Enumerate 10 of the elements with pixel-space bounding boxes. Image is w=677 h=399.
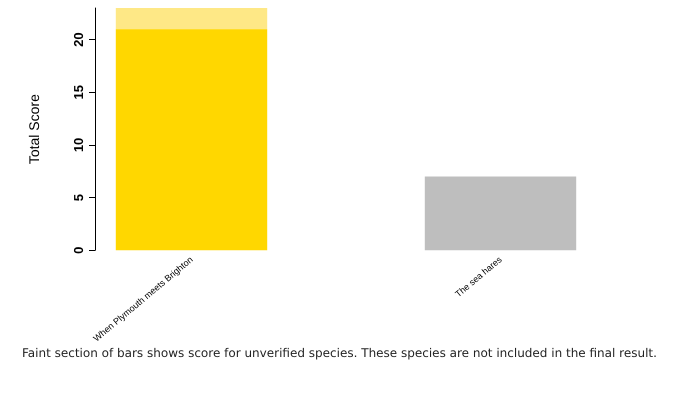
y-tick-label: 15 — [71, 85, 86, 100]
y-tick-label: 10 — [71, 138, 86, 152]
bar — [424, 176, 576, 250]
y-tick-label: 0 — [71, 246, 86, 254]
bar — [116, 29, 268, 250]
y-tick-label: 5 — [71, 194, 86, 202]
text: Faint section of bars shows score for unverified species. These species are not included in the final result. — [22, 346, 658, 360]
bar — [116, 8, 268, 30]
y-tick-label: 20 — [71, 32, 86, 47]
y-axis-title: Total Score — [26, 94, 42, 164]
